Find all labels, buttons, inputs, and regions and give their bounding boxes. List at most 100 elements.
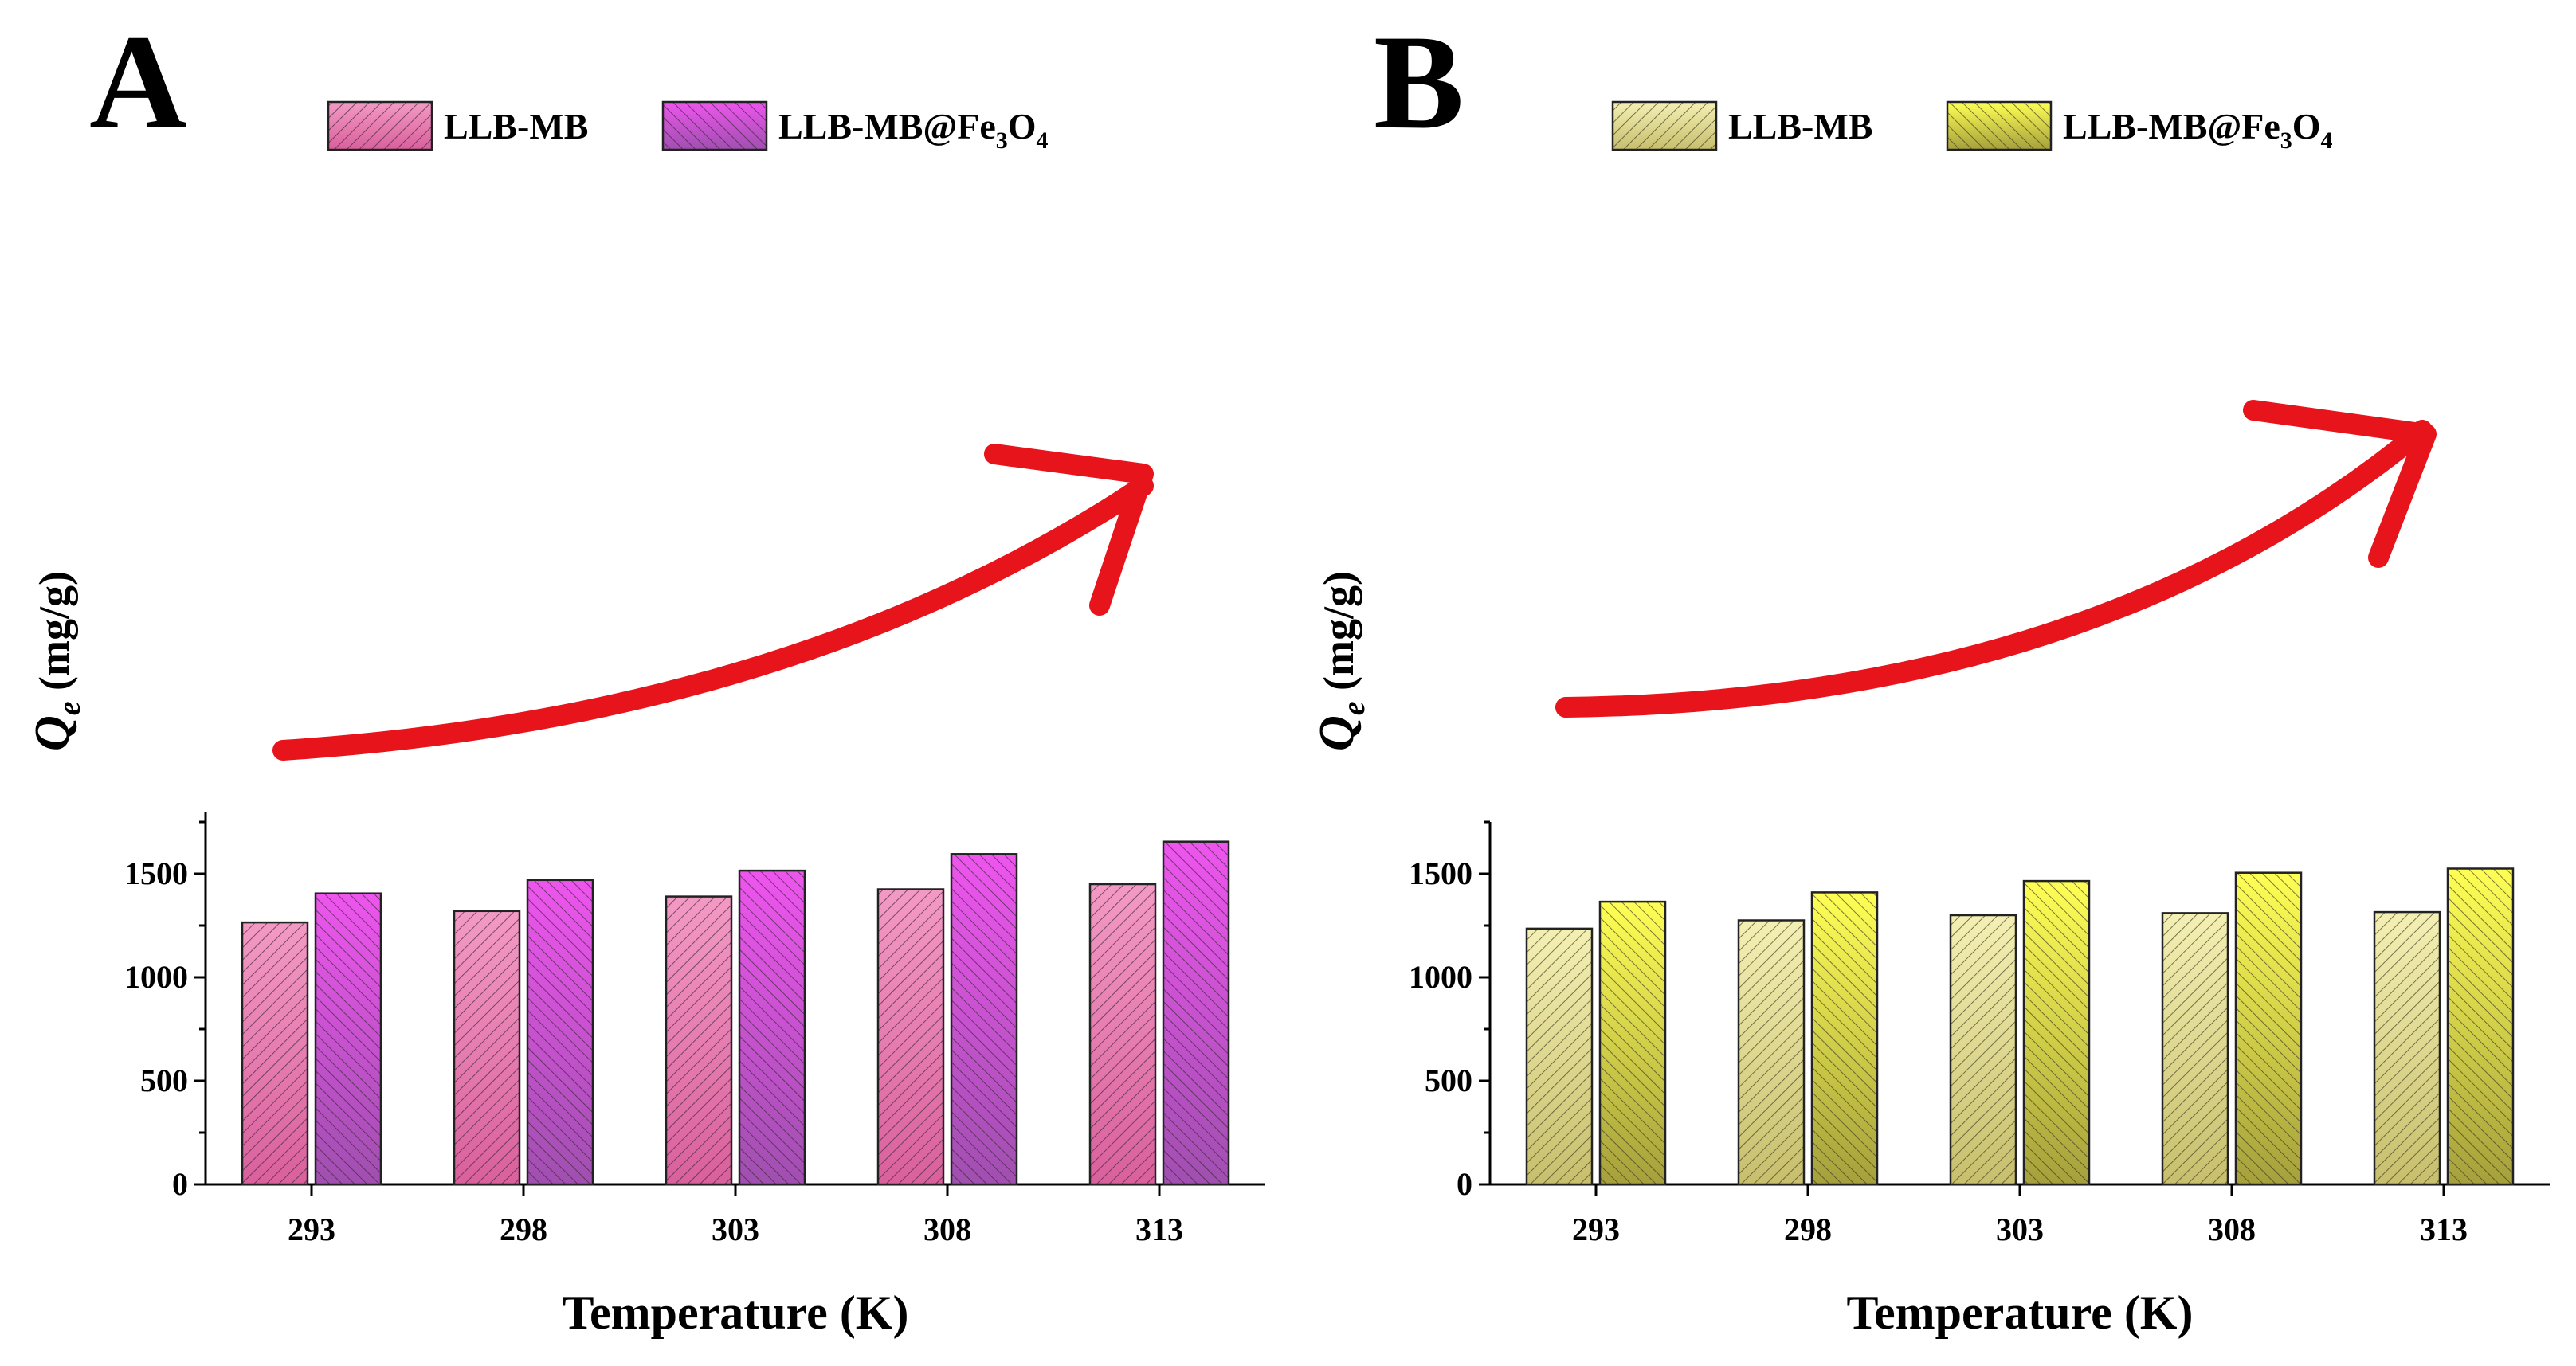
- y-tick-label: 1000: [1409, 959, 1472, 995]
- bar-llb-mb-293: [241, 921, 309, 1186]
- bar-llb-mb-fe3o4-303: [738, 869, 806, 1186]
- bar-hatch: [1162, 840, 1230, 1186]
- bar-llb-mb-fe3o4-313: [1162, 840, 1230, 1186]
- bar-hatch: [2446, 867, 2515, 1186]
- y-axis-label: Qe (mg/g): [25, 571, 87, 751]
- y-tick-label: 0: [1457, 1166, 1472, 1202]
- bar-llb-mb-fe3o4-303: [2022, 879, 2091, 1186]
- trend-arrow-head: [2243, 400, 2437, 568]
- y-axis-label-unit: (mg/g): [1315, 571, 1362, 701]
- legend-subscript: 3: [2280, 127, 2292, 154]
- legend: LLB-MB LLB-MB@Fe3O4: [327, 100, 1049, 154]
- bar-llb-mb-298: [1737, 919, 1806, 1186]
- x-tick-label: 303: [1996, 1211, 2044, 1247]
- legend-swatch-llb-mb: [1611, 100, 1718, 151]
- legend-swatch-hatch: [1611, 100, 1718, 151]
- bar-llb-mb-293: [1525, 927, 1594, 1186]
- legend: LLB-MB LLB-MB@Fe3O4: [1611, 100, 2333, 154]
- bar-hatch: [950, 853, 1018, 1186]
- legend-label-text: LLB-MB@Fe: [2063, 106, 2280, 147]
- bar-llb-mb-fe3o4-293: [314, 892, 382, 1186]
- bar-llb-mb-fe3o4-313: [2446, 867, 2515, 1186]
- legend-swatch-llb-mb-fe3o4: [661, 100, 768, 151]
- trend-arrow-shaft: [272, 476, 1154, 761]
- bar-llb-mb-fe3o4-298: [1810, 891, 1879, 1186]
- legend-label: LLB-MB@Fe3O4: [778, 106, 1049, 154]
- legend-swatch-hatch: [327, 100, 433, 151]
- bar-hatch: [1525, 927, 1594, 1186]
- x-tick-label: 303: [712, 1211, 759, 1247]
- y-tick-label: 500: [1425, 1063, 1472, 1098]
- x-tick-label: 308: [923, 1211, 971, 1247]
- legend-subscript: 4: [2321, 127, 2333, 154]
- legend-label-tail: O: [2292, 106, 2321, 147]
- y-axis-label-sub: e: [51, 701, 87, 715]
- legend-label: LLB-MB: [444, 106, 588, 147]
- bar-hatch: [876, 888, 945, 1186]
- legend-label: LLB-MB: [1728, 106, 1872, 147]
- trend-arrow: [272, 444, 1154, 761]
- bar-hatch: [2373, 910, 2441, 1186]
- bar-hatch: [1810, 891, 1879, 1186]
- bar-llb-mb-fe3o4-308: [950, 853, 1018, 1186]
- bar-llb-mb-313: [2373, 910, 2441, 1186]
- y-tick-label: 0: [172, 1166, 188, 1202]
- bar-hatch: [314, 892, 382, 1186]
- trend-arrow-shaft: [1555, 420, 2433, 718]
- legend-label-tail: O: [1008, 106, 1037, 147]
- x-tick-label: 313: [1135, 1211, 1183, 1247]
- x-tick-label: 293: [288, 1211, 335, 1247]
- y-tick-label: 500: [140, 1063, 188, 1098]
- bar-hatch: [1949, 914, 2017, 1186]
- y-axis-label-sub: e: [1335, 701, 1371, 715]
- legend-label-text: LLB-MB@Fe: [778, 106, 996, 147]
- bar-hatch: [2022, 879, 2091, 1186]
- bar-hatch: [241, 921, 309, 1186]
- y-axis-label-unit: (mg/g): [30, 571, 78, 701]
- bar-llb-mb-fe3o4-308: [2234, 871, 2303, 1186]
- bar-llb-mb-308: [876, 888, 945, 1186]
- legend-swatch-hatch: [661, 100, 768, 151]
- trend-arrow-head: [984, 444, 1154, 616]
- bar-llb-mb-fe3o4-298: [526, 879, 594, 1186]
- legend-subscript: 3: [996, 127, 1008, 154]
- bar-hatch: [1088, 883, 1157, 1186]
- bar-llb-mb-fe3o4-293: [1598, 900, 1667, 1186]
- panel-letter: A: [89, 7, 187, 157]
- bar-hatch: [665, 895, 733, 1186]
- y-tick-label: 1500: [124, 855, 188, 891]
- x-tick-label: 298: [1784, 1211, 1832, 1247]
- bar-llb-mb-303: [665, 895, 733, 1186]
- x-tick-label: 308: [2208, 1211, 2256, 1247]
- x-axis-label: Temperature (K): [1847, 1286, 2194, 1339]
- bar-hatch: [1737, 919, 1806, 1186]
- bar-hatch: [738, 869, 806, 1186]
- bar-hatch: [526, 879, 594, 1186]
- legend-subscript: 4: [1037, 127, 1049, 154]
- y-axis-label-q: Q: [1310, 715, 1364, 751]
- y-axis-label: Qe (mg/g): [1310, 571, 1371, 751]
- x-axis-label: Temperature (K): [563, 1286, 909, 1339]
- bar-llb-mb-298: [453, 910, 521, 1186]
- x-tick-label: 298: [500, 1211, 547, 1247]
- legend-label: LLB-MB@Fe3O4: [2063, 106, 2333, 154]
- y-tick-label: 1500: [1409, 855, 1472, 891]
- legend-label-text: LLB-MB: [1728, 106, 1872, 147]
- panel-letter: B: [1374, 7, 1464, 157]
- y-tick-label: 1000: [124, 959, 188, 995]
- bar-hatch: [1598, 900, 1667, 1186]
- legend-swatch-hatch: [1946, 100, 2053, 151]
- legend-swatch-llb-mb-fe3o4: [1946, 100, 2053, 151]
- legend-label-text: LLB-MB: [444, 106, 588, 147]
- x-tick-label: 313: [2420, 1211, 2468, 1247]
- bar-hatch: [2234, 871, 2303, 1186]
- bar-llb-mb-303: [1949, 914, 2017, 1186]
- bar-hatch: [2161, 912, 2229, 1186]
- bar-llb-mb-313: [1088, 883, 1157, 1186]
- x-tick-label: 293: [1572, 1211, 1620, 1247]
- legend-swatch-llb-mb: [327, 100, 433, 151]
- trend-arrow: [1555, 400, 2437, 718]
